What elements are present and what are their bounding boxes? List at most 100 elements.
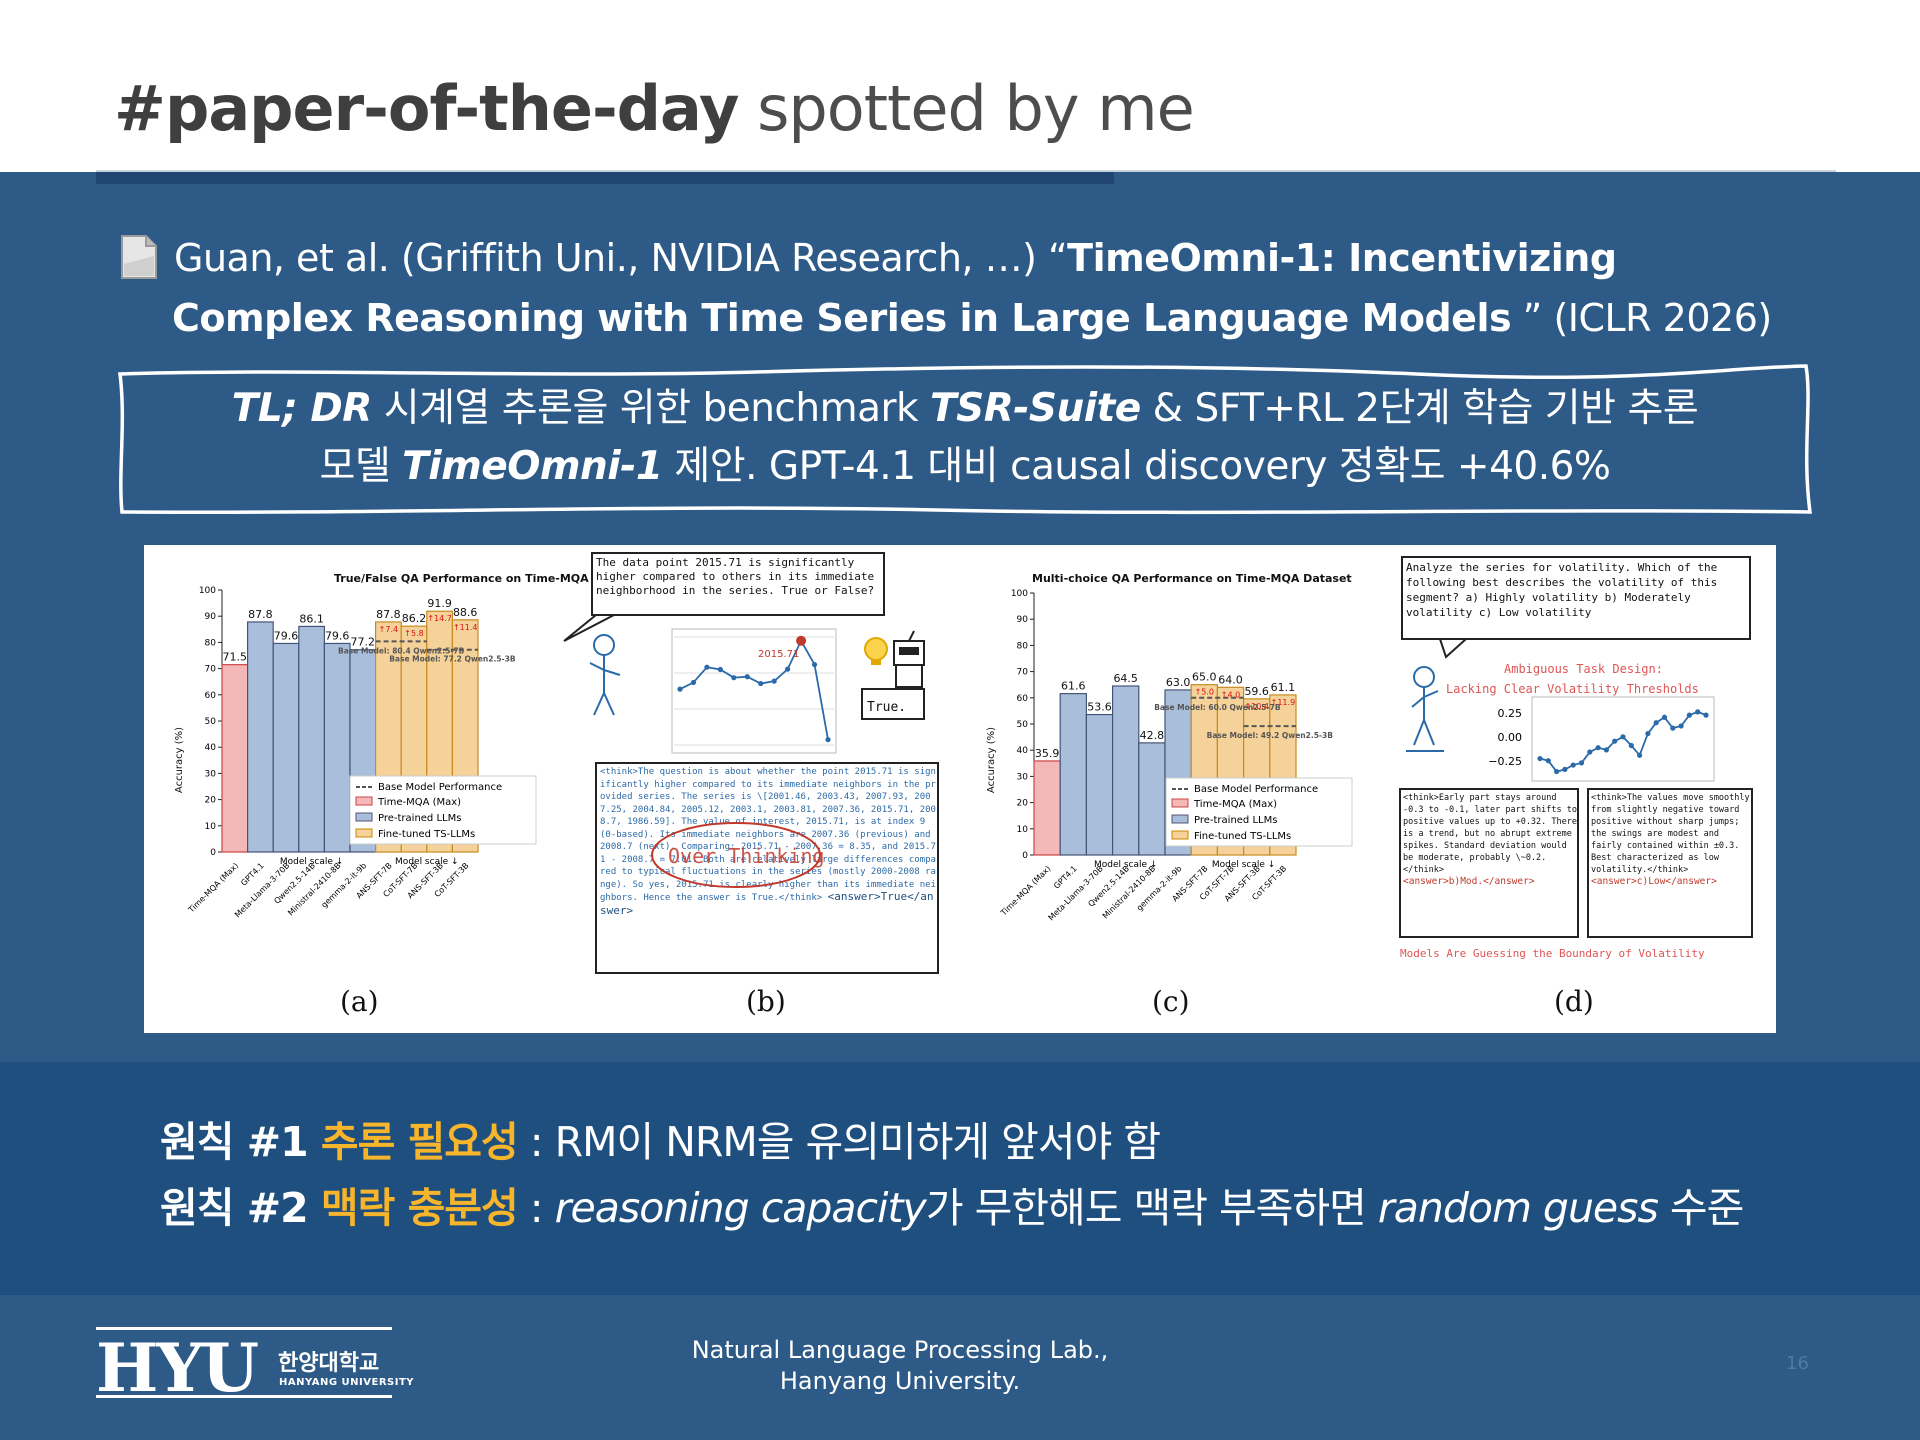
panel-c-title: Multi-choice QA Performance on Time-MQA … <box>1032 572 1352 585</box>
series-point <box>785 666 791 672</box>
principle-1: 원칙 #1 추론 필요성 : RM이 NRM을 유의미하게 앞서야 함 <box>160 1108 1161 1168</box>
page-number: 16 <box>1786 1353 1809 1374</box>
citation-title-1: TimeOmni-1: Incentivizing <box>1067 236 1617 280</box>
legend-a-timemqa: Time-MQA (Max) <box>377 797 461 808</box>
bar-value-label: 53.6 <box>1087 701 1112 714</box>
document-icon <box>121 235 157 279</box>
xlabel-left: Model scale ↓ <box>280 857 343 867</box>
tldr-line-1: TL; DR 시계열 추론을 위한 benchmark TSR-Suite & … <box>116 380 1814 438</box>
citation-authors: Guan, et al. (Griffith Uni., NVIDIA Rese… <box>174 236 1068 280</box>
logo-bottom-rule <box>96 1395 392 1398</box>
lab-line-2: Hanyang University. <box>779 1367 1021 1395</box>
ytick-label: 70 <box>1017 668 1029 678</box>
ytick-label: 0 <box>1022 851 1028 861</box>
principle-2-text-a: : <box>517 1184 555 1232</box>
gain-label: ↑7.4 <box>379 625 398 634</box>
panel-b-example: The data point 2015.71 is significantly … <box>563 552 939 974</box>
panel-c-legend: Base Model Performance Time-MQA (Max) Pr… <box>1165 777 1353 847</box>
gain-label: ↑5.8 <box>404 629 423 638</box>
robot-icon <box>893 630 925 688</box>
logo-top-rule <box>96 1327 392 1330</box>
bar-value-label: 77.2 <box>351 636 376 649</box>
logo-english: HANYANG UNIVERSITY <box>279 1377 415 1388</box>
panel-b-bubble-text: True. <box>867 700 906 715</box>
gain-label: ↑11.9 <box>1271 698 1296 707</box>
bar-value-label: 35.9 <box>1035 747 1060 760</box>
xlabel-left: Model scale ↓ <box>1094 860 1157 870</box>
panel-c-ylabel: Accuracy (%) <box>986 727 997 793</box>
tldr-label: TL; DR <box>231 386 373 431</box>
category-label: gemma-2-it-9b <box>320 861 369 910</box>
principle-2-italic-1: reasoning capacity <box>554 1184 927 1232</box>
xlabel-right: Model scale ↓ <box>395 857 458 867</box>
bar <box>272 642 300 853</box>
panel-d-answer-right: <answer>c)Low</answer> <box>1591 876 1717 887</box>
bar-value-label: 79.6 <box>274 629 299 642</box>
tldr-text-1a: 시계열 추론을 위한 benchmark <box>371 386 930 431</box>
panel-d-think-right-fo: <think>The values move smoothly from sli… <box>1591 793 1750 887</box>
tldr-frame <box>118 364 1813 515</box>
legend-a-pretrained: Pre-trained LLMs <box>378 813 461 824</box>
base-model-label: Base Model: 49.2 Qwen2.5-3B <box>1207 731 1334 740</box>
panel-b-series-plot <box>671 628 837 754</box>
tldr-model: TimeOmni-1 <box>402 444 663 489</box>
bar-value-label: 86.1 <box>299 612 324 625</box>
principle-2-italic-2: random guess <box>1377 1184 1659 1232</box>
series-line <box>1539 710 1707 773</box>
series-point <box>1537 755 1543 762</box>
panel-d-question-tail <box>1438 638 1469 659</box>
bar-value-label: 91.9 <box>427 597 452 610</box>
panel-d-answer-left: <answer>b)Mod.</answer> <box>1403 876 1535 887</box>
slide-title: #paper-of-the-day spotted by me <box>114 72 1195 145</box>
principle-2-keyword: 맥락 충분성 <box>320 1184 519 1232</box>
panel-d-ytick-3: −0.25 <box>1488 755 1522 768</box>
panel-b-think-fo: <think>The question is about whether the… <box>600 767 936 916</box>
panel-b-bubble <box>861 688 925 720</box>
series-point <box>1678 723 1684 729</box>
series-point <box>1620 734 1626 740</box>
bar <box>1085 713 1114 856</box>
panel-d-ytick-2: 0.00 <box>1498 731 1523 744</box>
panel-d-annotation-2: Lacking Clear Volatility Thresholds <box>1446 682 1699 696</box>
bar-value-label: 86.2 <box>402 612 427 625</box>
ytick-label: 20 <box>1017 799 1029 809</box>
principle-2-label: 원칙 #2 <box>160 1184 321 1232</box>
panel-b-think-box <box>595 762 939 974</box>
legend-c-pretrained: Pre-trained LLMs <box>1194 815 1277 826</box>
ytick-label: 60 <box>1017 694 1029 704</box>
ytick-label: 60 <box>205 691 217 701</box>
tldr-text: TL; DR 시계열 추론을 위한 benchmark TSR-Suite & … <box>116 380 1814 496</box>
bar <box>246 621 274 853</box>
category-label: gemma-2-it-9b <box>1135 864 1184 913</box>
xlabel-right: Model scale ↓ <box>1212 860 1275 870</box>
panel-b-question-fo: The data point 2015.71 is significantly … <box>596 556 875 597</box>
bar <box>1138 742 1166 856</box>
series-point <box>1570 762 1576 768</box>
base-model-label: Base Model: 80.4 Qwen2.5-7B <box>338 646 465 655</box>
ytick-label: 20 <box>205 796 217 806</box>
caption-a: (a) <box>340 985 379 1018</box>
tldr-text-2b: 제안. GPT-4.1 대비 causal discovery 정확도 +40.… <box>662 444 1611 489</box>
series-point <box>811 661 818 668</box>
panel-d-question: Analyze the series for volatility. Which… <box>1406 561 1718 619</box>
paper-citation: Guan, et al. (Griffith Uni., NVIDIA Rese… <box>121 228 1822 348</box>
bar <box>1033 760 1061 856</box>
tldr-suite: TSR-Suite <box>930 386 1141 431</box>
gain-label: ↑10.4 <box>1244 702 1269 711</box>
panel-d-annotation-1: Ambiguous Task Design: <box>1504 662 1663 676</box>
series-line <box>679 638 829 740</box>
category-label: Time-MQA (Max) <box>998 864 1052 918</box>
ytick-label: 10 <box>1017 825 1029 835</box>
caption-d: (d) <box>1554 985 1594 1018</box>
bar <box>1111 685 1140 856</box>
panel-b-question: The data point 2015.71 is significantly … <box>596 556 875 597</box>
ytick-label: 50 <box>205 717 217 727</box>
series-point <box>1603 747 1609 753</box>
highlight-point <box>796 635 807 646</box>
series-point <box>1645 730 1651 737</box>
panel-d-think-right: <think>The values move smoothly from sli… <box>1591 793 1750 875</box>
paper-figure: True/False QA Performance on Time-MQA Da… <box>144 545 1776 1033</box>
gain-label: ↑14.7 <box>427 614 452 623</box>
lightbulb-icon <box>864 637 888 665</box>
principle-2: 원칙 #2 맥락 충분성 : reasoning capacity가 무한해도 … <box>160 1174 1744 1234</box>
